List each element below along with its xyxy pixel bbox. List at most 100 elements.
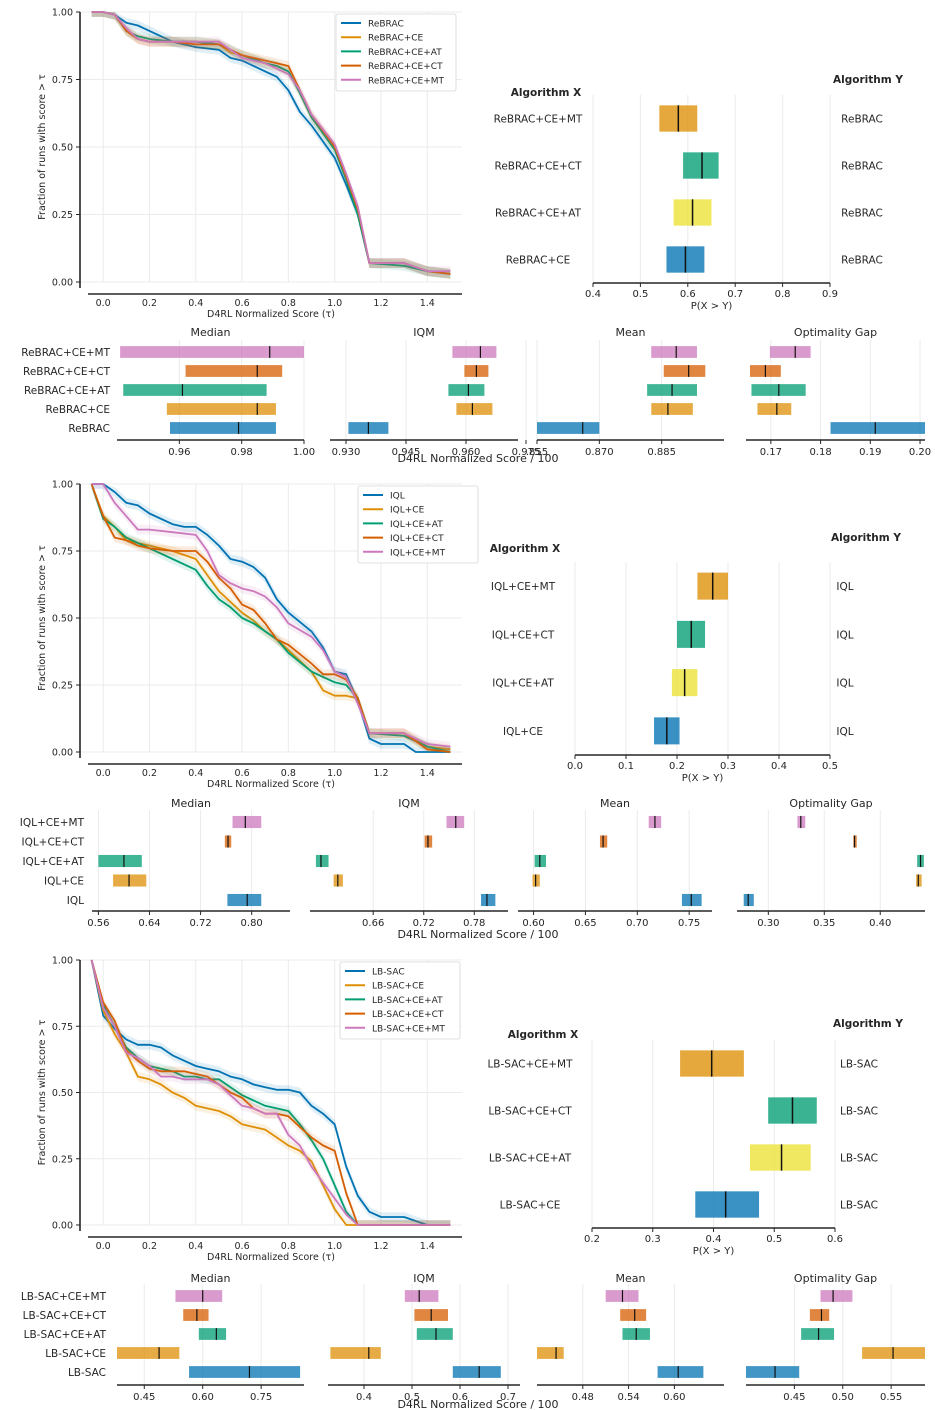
legend-label: ReBRAC+CE+CT [368, 62, 443, 72]
panel-title: Mean [600, 797, 630, 810]
row-label: IQL+CE+AT [22, 856, 84, 868]
algorithm-x-label: LB-SAC+CE+MT [487, 1059, 573, 1071]
x-tick-label: 0.8 [775, 289, 791, 300]
y-axis-label: Fraction of runs with score > τ [37, 1019, 48, 1165]
x-tick-label: 0.6 [827, 1234, 843, 1245]
x-tick-label: 1.0 [327, 1241, 342, 1252]
interval-bar [117, 1347, 180, 1359]
interval-bar [452, 346, 497, 358]
algorithm-y-label: IQL [836, 726, 853, 738]
x-tick-label: 0.2 [142, 1241, 157, 1252]
x-tick-label: 0.30 [757, 918, 779, 929]
legend-label: LB-SAC [372, 968, 405, 978]
x-tick-label: 0.48 [572, 1392, 594, 1403]
x-axis-label: D4RL Normalized Score (τ) [207, 309, 335, 320]
x-tick-label: 0.54 [617, 1392, 639, 1403]
interval-bar [620, 1309, 647, 1321]
x-tick-label: 0.2 [142, 768, 157, 779]
series-line [90, 483, 451, 753]
x-tick-label: 0.4 [771, 761, 787, 772]
x-tick-label: 0.65 [574, 918, 596, 929]
x-tick-label: 0.2 [584, 1234, 600, 1245]
x-tick-label: 0.7 [727, 289, 743, 300]
row-label: ReBRAC+CE+AT [24, 385, 111, 397]
row-label: IQL+CE [44, 876, 84, 888]
interval-bar [657, 1366, 704, 1378]
legend-label: LB-SAC+CE [372, 982, 424, 992]
x-tick-label: 0.0 [96, 768, 111, 779]
row-label: LB-SAC [68, 1367, 106, 1379]
legend [357, 485, 479, 564]
header-algorithm-x: Algorithm X [508, 1029, 578, 1041]
interval-bar [695, 1191, 760, 1218]
y-axis-label: Fraction of runs with score > τ [37, 545, 48, 691]
legend-label: ReBRAC+CE+MT [368, 76, 445, 86]
interval-bar [330, 1347, 381, 1359]
y-tick-label: 0.50 [52, 143, 73, 154]
row-label: LB-SAC+CE+MT [21, 1291, 107, 1303]
interval-bar [315, 854, 329, 868]
panel-title: IQM [413, 326, 434, 339]
panel-title: Mean [616, 1272, 646, 1285]
x-axis-label: P(X > Y) [691, 301, 733, 312]
x-tick-label: 0.72 [413, 918, 435, 929]
x-tick-label: 1.4 [420, 298, 435, 309]
x-tick-label: 0.60 [663, 1392, 685, 1403]
y-tick-label: 0.25 [52, 1154, 73, 1165]
x-tick-label: 0.3 [645, 1234, 661, 1245]
interval-bar [746, 1366, 800, 1378]
x-tick-label: 0.70 [626, 918, 648, 929]
header-algorithm-y: Algorithm Y [833, 74, 903, 86]
x-tick-label: 0.56 [87, 918, 109, 929]
row-label: ReBRAC+CE+MT [21, 347, 110, 359]
interval-bar [232, 815, 262, 829]
y-tick-label: 0.50 [52, 614, 73, 625]
x-tick-label: 0.7 [500, 1392, 516, 1403]
interval-bar [820, 1290, 853, 1302]
x-tick-label: 1.4 [420, 768, 435, 779]
legend-label: LB-SAC+CE+AT [372, 996, 443, 1006]
legend-label: IQL+CE+CT [390, 534, 444, 544]
x-tick-label: 1.2 [373, 768, 388, 779]
y-tick-label: 0.75 [52, 547, 73, 558]
algorithm-x-label: LB-SAC+CE [500, 1200, 561, 1212]
interval-bar [683, 152, 719, 179]
legend-label: IQL+CE [390, 506, 425, 516]
x-tick-label: 0.4 [585, 289, 601, 300]
x-tick-label: 1.4 [420, 1241, 435, 1252]
x-tick-label: .855 [526, 447, 548, 458]
x-tick-label: 0.17 [760, 447, 782, 458]
x-tick-label: 0.9 [822, 289, 838, 300]
x-tick-label: 1.00 [293, 447, 315, 458]
algorithm-y-label: LB-SAC [840, 1059, 878, 1071]
header-algorithm-y: Algorithm Y [833, 1018, 903, 1030]
x-tick-label: 0.4 [188, 768, 203, 779]
x-tick-label: 0.5 [822, 761, 838, 772]
y-tick-label: 0.00 [52, 278, 73, 289]
interval-bar [456, 403, 493, 415]
legend-label: LB-SAC+CE+CT [372, 1010, 444, 1020]
x-tick-label: 0.64 [138, 918, 160, 929]
x-tick-label: 0.6 [680, 289, 696, 300]
panel-title: IQM [398, 797, 419, 810]
x-tick-label: 0.78 [463, 918, 485, 929]
y-axis-label: Fraction of runs with score > τ [37, 74, 48, 220]
x-axis-label: D4RL Normalized Score / 100 [397, 452, 558, 465]
x-tick-label: 0.885 [647, 447, 676, 458]
interval-bar [227, 893, 262, 907]
x-tick-label: 0.0 [96, 1241, 111, 1252]
interval-bar [452, 1366, 501, 1378]
series-line [91, 483, 451, 748]
series-line [90, 959, 451, 1226]
x-tick-label: 0.40 [869, 918, 891, 929]
x-tick-label: 0.66 [362, 918, 384, 929]
x-tick-label: 0.6 [235, 298, 250, 309]
algorithm-y-label: ReBRAC [841, 161, 883, 173]
x-axis-label: P(X > Y) [682, 773, 724, 784]
x-tick-label: 0.20 [909, 447, 931, 458]
x-tick-label: 0.4 [188, 1241, 203, 1252]
interval-bar [123, 384, 267, 396]
interval-bar [198, 1328, 227, 1340]
y-tick-label: 0.00 [52, 748, 73, 759]
algorithm-x-label: IQL+CE+CT [492, 629, 555, 641]
